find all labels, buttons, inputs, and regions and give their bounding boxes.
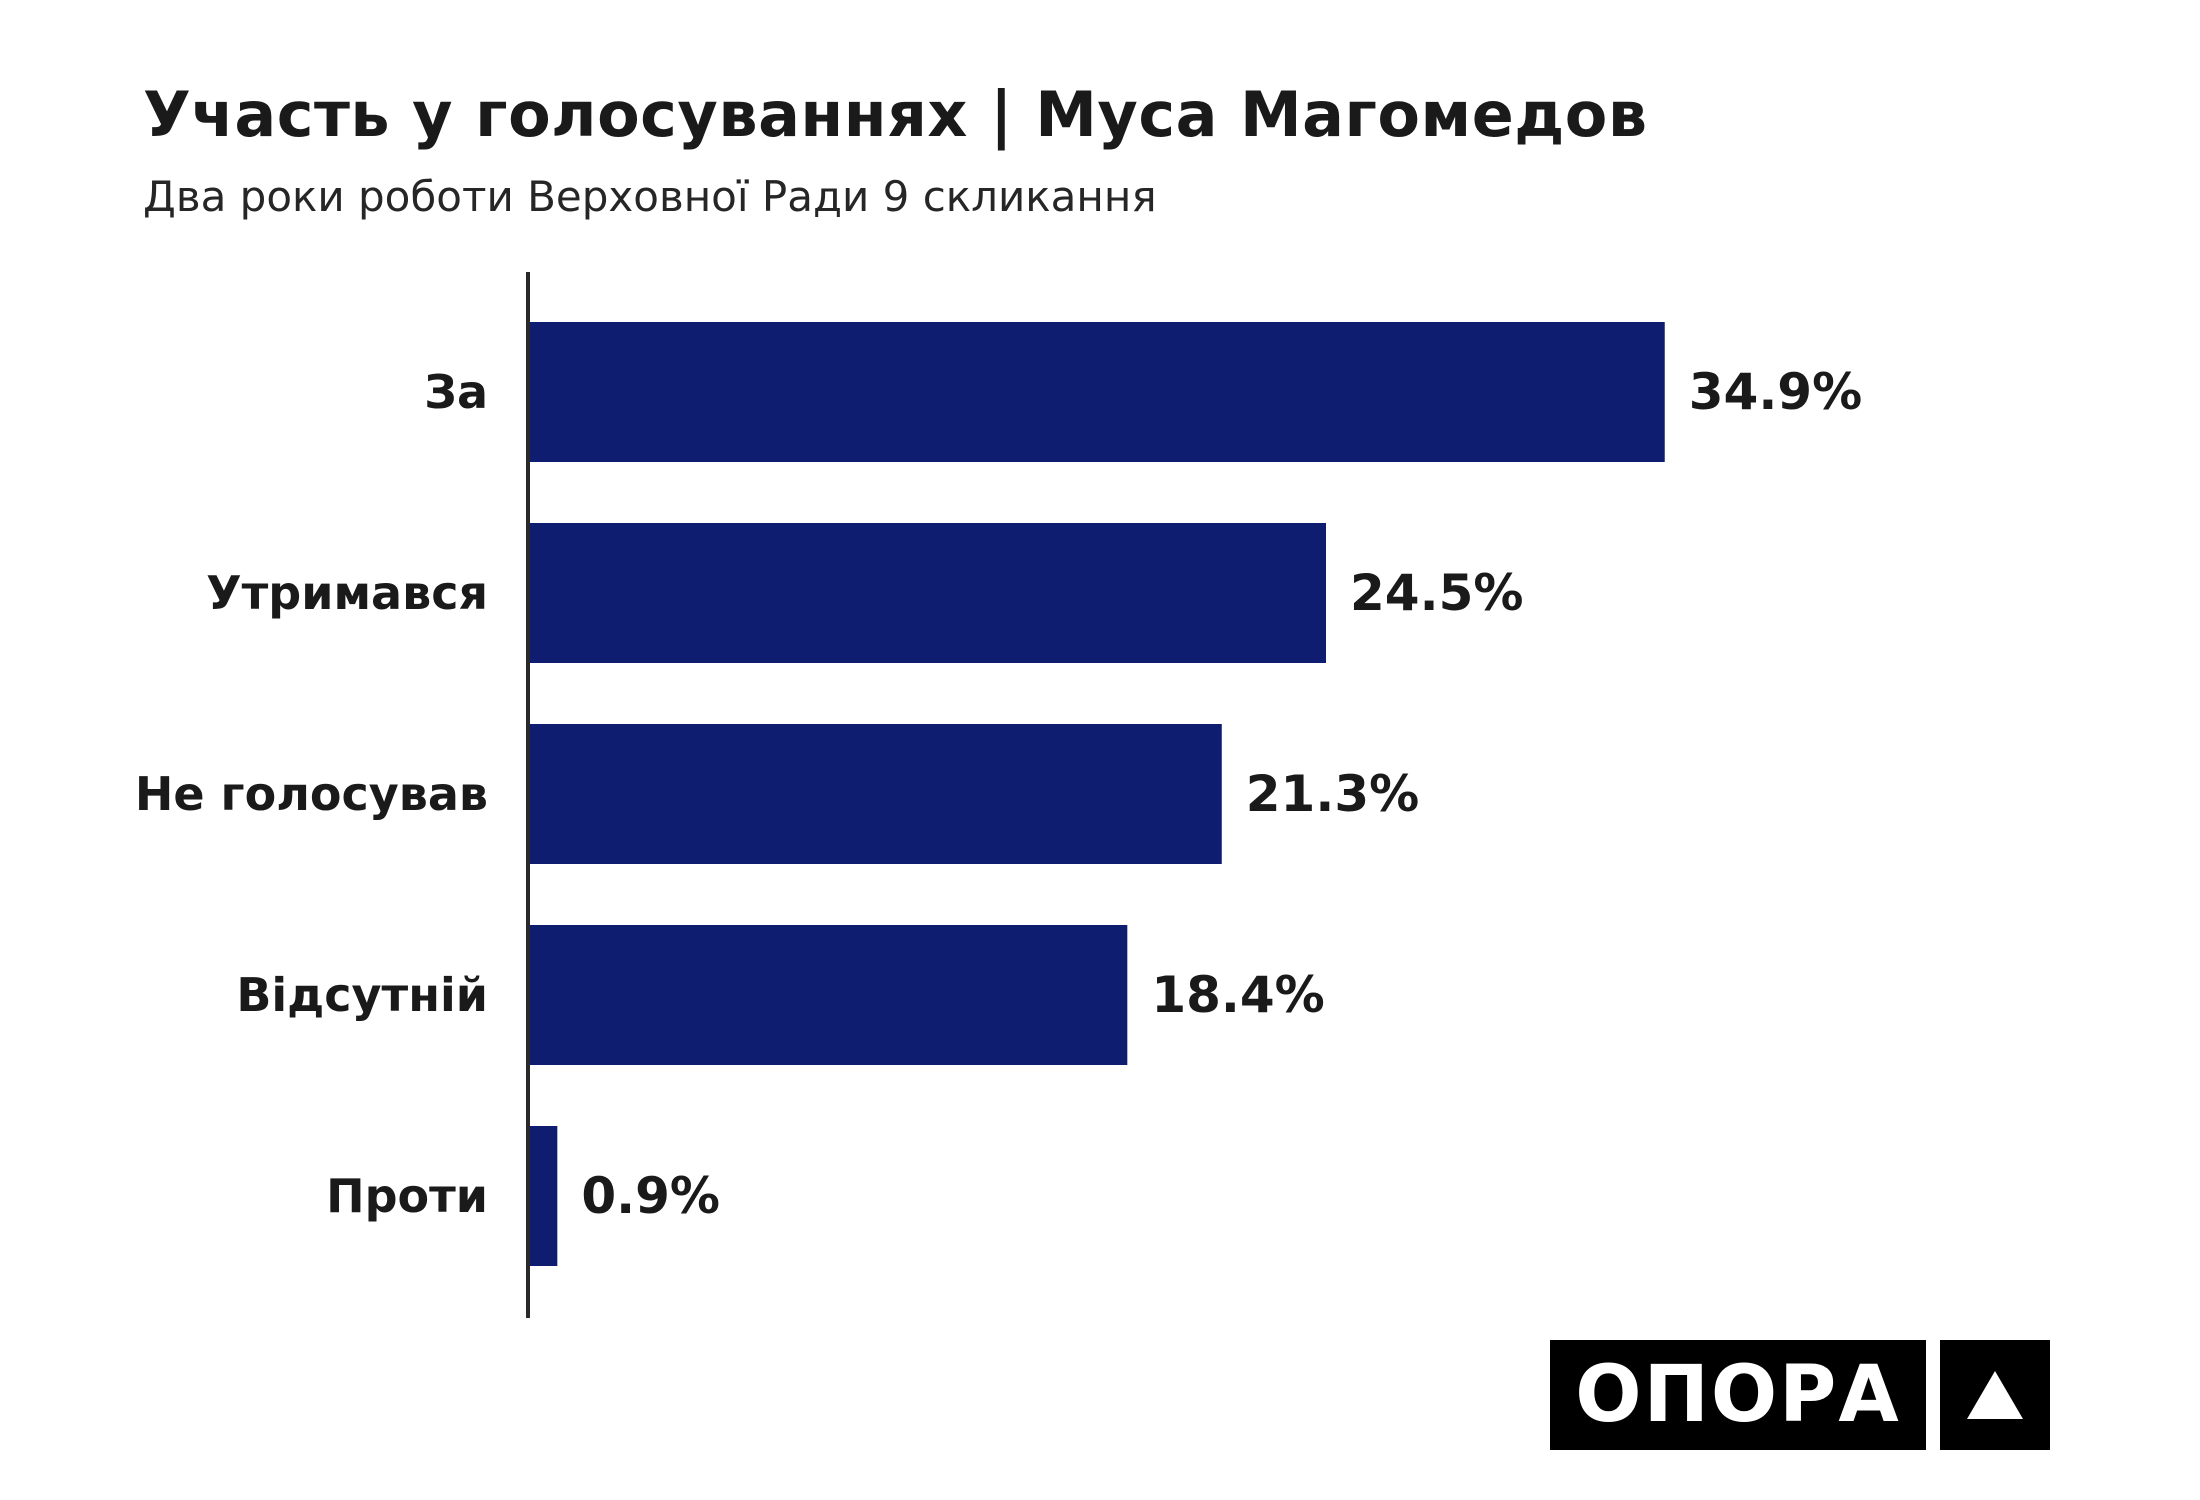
value-label: 0.9%: [581, 1167, 720, 1225]
bar: [528, 925, 1128, 1065]
category-label: За: [424, 365, 488, 419]
category-label: Утримався: [206, 566, 488, 620]
bar: [528, 724, 1222, 864]
value-label: 34.9%: [1689, 363, 1862, 421]
opora-logo-text: ОПОРА: [1550, 1340, 1926, 1450]
chart-title: Участь у голосуваннях | Муса Магомедов: [143, 78, 1648, 151]
category-label: Проти: [326, 1169, 488, 1223]
value-label: 24.5%: [1350, 564, 1523, 622]
triangle-up-icon: [1940, 1340, 2050, 1450]
bars-group: За 34.9% Утримався 24.5% Не голосував 21.3% Ві…: [135, 322, 1862, 1266]
bar: [528, 1126, 558, 1266]
value-label: 18.4%: [1151, 966, 1324, 1024]
bar: [528, 322, 1665, 462]
bar: [528, 523, 1326, 663]
value-label: 21.3%: [1246, 765, 1419, 823]
category-label: Не голосував: [135, 767, 488, 821]
bar-chart: За 34.9% Утримався 24.5% Не голосував 21.3% Ві…: [135, 272, 1862, 1318]
chart-subtitle: Два роки роботи Верховної Ради 9 скликан…: [143, 172, 1157, 221]
category-label: Відсутній: [236, 968, 488, 1022]
